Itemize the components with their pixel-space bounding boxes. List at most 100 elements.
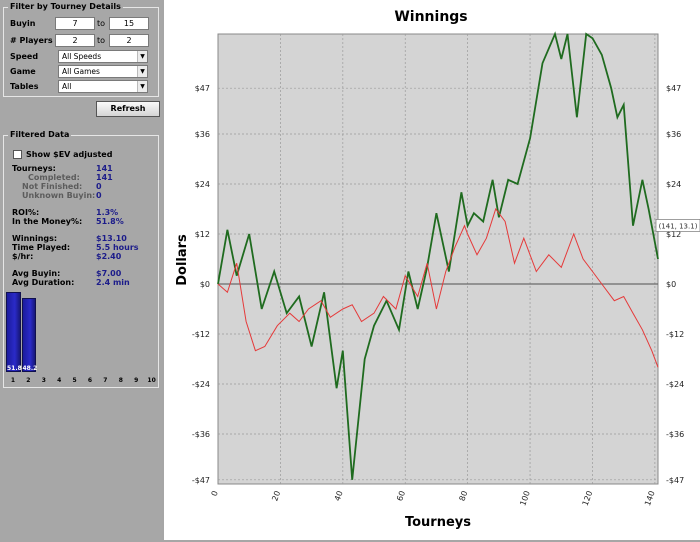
left-panel: Filter by Tourney Details Buyin 7 to 15 … [0, 0, 162, 540]
finish-x-label: 7 [103, 377, 108, 384]
x-axis-label: Tourneys [405, 515, 471, 530]
finish-bar-1 [6, 292, 21, 372]
tables-select-value: All [62, 82, 72, 91]
buyin-max-input[interactable]: 15 [109, 17, 149, 30]
filtered-data-group: Filtered Data Show $EV adjusted Tourneys… [3, 130, 159, 388]
x-tick-label: 140 [643, 490, 657, 507]
y-tick-label: $12 [195, 230, 210, 239]
x-tick-label: 120 [581, 490, 595, 507]
filter-group: Filter by Tourney Details Buyin 7 to 15 … [3, 2, 159, 97]
finish-x-label: 5 [72, 377, 77, 384]
finish-bar-2 [21, 297, 36, 372]
avg-duration-label: Avg Duration: [12, 278, 75, 287]
unknown-buyin-label: Unknown Buyin: [22, 191, 96, 200]
buyin-label: Buyin [10, 19, 36, 28]
finish-x-label: 3 [41, 377, 46, 384]
plot-area [217, 33, 659, 485]
finish-x-label: 8 [118, 377, 123, 384]
show-ev-checkbox[interactable] [13, 150, 22, 159]
winnings-chart-svg: $47 $47 $36 $36 $24 $24 $12 $12 $0 $0 -$12 -$12 -$24… [175, 9, 700, 530]
itm-label: In the Money%: [12, 217, 83, 226]
y-tick-label: $0 [200, 280, 210, 289]
players-max-input[interactable]: 2 [109, 34, 149, 47]
x-tick-label: 80 [458, 490, 470, 503]
filter-group-title: Filter by Tourney Details [8, 2, 123, 11]
completed-value: 141 [96, 173, 113, 182]
y-tick-label: $36 [195, 130, 210, 139]
y-tick-label-right: -$36 [666, 430, 684, 439]
not-finished-label: Not Finished: [22, 182, 83, 191]
finish-x-label: 2 [26, 377, 31, 384]
y-axis-label: Dollars [175, 234, 190, 286]
finish-bar-label: 51.8 [7, 365, 22, 372]
finish-x-label: 1 [10, 377, 16, 384]
x-tick-label: 40 [333, 490, 345, 503]
players-to-label: to [97, 36, 106, 45]
filtered-data-title: Filtered Data [8, 130, 72, 139]
not-finished-value: 0 [96, 182, 102, 191]
data-tooltip [655, 219, 700, 232]
players-min-input[interactable]: 2 [55, 34, 95, 47]
unknown-buyin-value: 0 [96, 191, 102, 200]
speed-label: Speed [10, 52, 39, 61]
y-tick-label-right: $47 [666, 84, 681, 93]
winnings-series-line [217, 31, 659, 480]
roi-label: ROI%: [12, 208, 40, 217]
data-tooltip-text: (141, 13.1) [659, 222, 698, 230]
x-tick-label: 20 [270, 490, 282, 503]
buyin-min-input[interactable]: 7 [55, 17, 95, 30]
y-tick-label: -$36 [192, 430, 210, 439]
y-tick-label-right: $0 [666, 280, 676, 289]
finish-x-label: 6 [87, 377, 93, 384]
game-select[interactable]: All Games ▼ [58, 65, 148, 78]
x-tick-label: 0 [210, 490, 220, 498]
y-tick-label-right: -$47 [666, 476, 684, 485]
winnings-chart: $47 $47 $36 $36 $24 $24 $12 $12 $0 $0 -$12 -$12 -$24… [164, 0, 700, 540]
y-tick-label: $24 [195, 180, 210, 189]
y-tick-label: -$12 [192, 330, 210, 339]
per-hour-label: $/hr: [12, 252, 34, 261]
finish-x-label: 4 [57, 377, 62, 384]
y-tick-label-right: $24 [666, 180, 681, 189]
players-label: # Players [10, 36, 53, 45]
game-select-value: All Games [62, 67, 100, 76]
y-tick-label-right: $36 [666, 130, 681, 139]
game-label: Game [10, 67, 36, 76]
y-tick-label-right: -$24 [666, 380, 684, 389]
y-tick-label: -$47 [192, 476, 210, 485]
chart-title: Winnings [394, 9, 467, 25]
chevron-down-icon[interactable]: ▼ [137, 51, 147, 62]
time-played-value: 5.5 hours [96, 243, 139, 252]
chevron-down-icon[interactable]: ▼ [137, 66, 147, 77]
time-played-label: Time Played: [12, 243, 71, 252]
avg-duration-value: 2.4 min [96, 278, 130, 287]
finish-x-label: 10 [147, 377, 156, 384]
finish-bar-label: 48.2 [22, 365, 38, 372]
y-tick-label: $47 [195, 84, 210, 93]
tourneys-value: 141 [96, 164, 113, 173]
refresh-button[interactable]: Refresh [96, 101, 160, 117]
per-hour-value: $2.40 [96, 252, 122, 261]
y-tick-label: -$24 [192, 380, 210, 389]
speed-select-value: All Speeds [62, 52, 102, 61]
winnings-label: Winnings: [12, 234, 58, 243]
show-ev-label: Show $EV adjusted [26, 150, 113, 159]
finish-x-label: 9 [134, 377, 139, 384]
speed-select[interactable]: All Speeds ▼ [58, 50, 148, 63]
tables-select[interactable]: All ▼ [58, 80, 148, 93]
x-tick-label: 60 [395, 490, 407, 503]
y-tick-label-right: -$12 [666, 330, 684, 339]
itm-value: 51.8% [96, 217, 124, 226]
ev-series-line [217, 207, 659, 368]
x-tick-label: 100 [518, 490, 532, 507]
roi-value: 1.3% [96, 208, 119, 217]
avg-buyin-value: $7.00 [96, 269, 122, 278]
y-tick-label-right: $12 [666, 230, 681, 239]
chevron-down-icon[interactable]: ▼ [137, 81, 147, 92]
winnings-value: $13.10 [96, 234, 127, 243]
tables-label: Tables [10, 82, 39, 91]
tourneys-label: Tourneys: [12, 164, 56, 173]
avg-buyin-label: Avg Buyin: [12, 269, 61, 278]
buyin-to-label: to [97, 19, 106, 28]
completed-label: Completed: [28, 173, 80, 182]
